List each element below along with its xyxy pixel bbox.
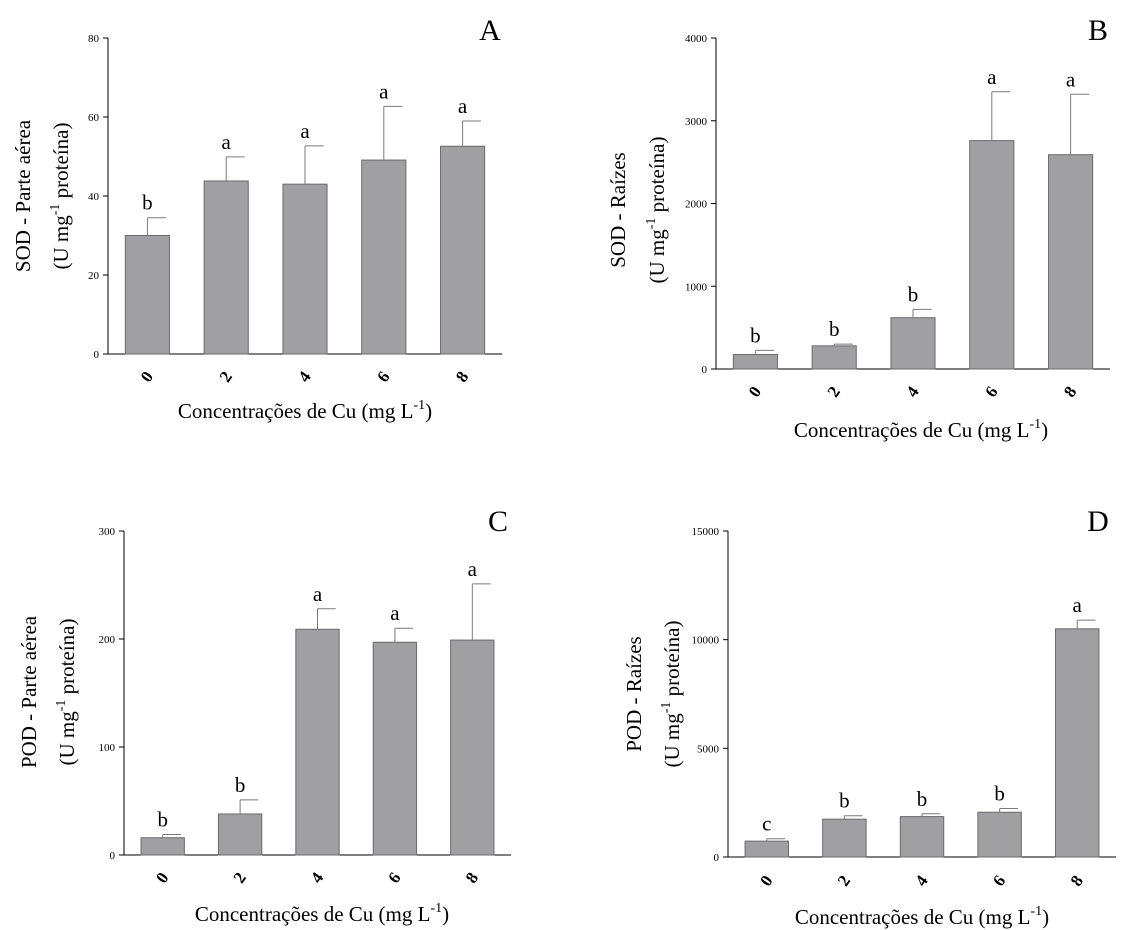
panel-b: B 0 1000 2000 3000 4000 b 0 b 2 b 4 a 6 a 8 Concentraçõe… (606, 14, 1110, 442)
significance-letter: a (379, 79, 389, 103)
x-axis-title: Concentrações de Cu (mg L-1) (795, 904, 1049, 929)
y-axis-title-line1: POD - Parte aérea (17, 615, 41, 768)
y-tick-label: 1000 (685, 281, 708, 293)
category-label: 6 (981, 383, 1001, 401)
panel-a: A 0 20 40 60 80 b 0 a 2 a 4 a 6 a 8 Concentrações de Cu … (11, 14, 502, 423)
category-label: 4 (307, 868, 328, 886)
category-label: 6 (989, 872, 1009, 890)
x-axis-title: Concentrações de Cu (mg L-1) (178, 398, 432, 423)
y-axis-title-line2: (U mg-1 proteína) (48, 123, 73, 270)
bar (890, 317, 936, 370)
category-label: 6 (373, 368, 393, 386)
x-axis-title: Concentrações de Cu (mg L-1) (794, 417, 1048, 442)
bar (899, 816, 945, 858)
significance-letter: a (987, 65, 997, 89)
y-tick-label: 200 (99, 634, 116, 646)
category-label: 0 (745, 383, 765, 401)
bar (1054, 628, 1100, 858)
significance-letter: b (157, 807, 168, 831)
significance-letter: a (313, 582, 323, 606)
y-tick-label: 20 (88, 270, 100, 282)
x-axis-title: Concentrações de Cu (mg L-1) (195, 901, 449, 926)
panel-d: D 0 5000 10000 15000 c 0 b 2 b 4 b 6 a 8 Concentrações … (622, 505, 1116, 929)
y-tick-label: 2000 (685, 199, 708, 211)
category-label: 0 (137, 368, 157, 386)
bar (440, 145, 486, 355)
y-axis-title-line2: (U mg-1 proteína) (659, 621, 684, 768)
y-tick-label: 15000 (692, 526, 720, 538)
bar (977, 811, 1022, 858)
bar (744, 840, 790, 858)
bar (217, 813, 263, 856)
y-tick-label: 80 (88, 33, 100, 45)
y-axis-title-line2: (U mg-1 proteína) (644, 137, 669, 284)
category-label: 2 (824, 383, 844, 401)
bar (282, 183, 328, 355)
bar (969, 140, 1015, 370)
y-tick-label: 0 (94, 349, 100, 361)
y-axis-title-line1: POD - Raízes (622, 636, 646, 751)
panel-letter: B (1088, 14, 1108, 47)
bar (295, 628, 340, 856)
y-tick-label: 100 (99, 742, 116, 754)
bar (361, 159, 407, 355)
significance-letter: c (762, 812, 771, 836)
significance-letter: a (390, 601, 400, 625)
significance-letter: b (750, 323, 761, 347)
category-label: 4 (911, 871, 932, 889)
y-axis-title-line1: SOD - Parte aérea (11, 119, 35, 272)
significance-letter: b (917, 787, 928, 811)
y-axis-title-line1: SOD - Raízes (606, 152, 630, 267)
panel-letter: C (488, 505, 508, 538)
category-label: 0 (152, 869, 172, 887)
category-label: 4 (902, 382, 923, 400)
significance-letter: a (1066, 67, 1076, 91)
bar (811, 345, 857, 370)
significance-letter: a (1073, 593, 1083, 617)
panel-letter: A (479, 14, 501, 47)
significance-letter: b (142, 191, 153, 215)
bar (732, 354, 778, 370)
category-label: 8 (1067, 872, 1087, 890)
y-tick-label: 40 (88, 191, 100, 203)
significance-letter: b (235, 773, 246, 797)
y-tick-label: 5000 (697, 743, 720, 755)
category-label: 6 (384, 869, 404, 887)
significance-letter: a (300, 119, 310, 143)
category-label: 4 (294, 367, 315, 385)
y-tick-label: 300 (99, 526, 116, 538)
significance-letter: b (839, 789, 850, 813)
category-label: 8 (1060, 383, 1080, 401)
category-label: 2 (834, 872, 854, 890)
significance-letter: b (829, 317, 840, 341)
y-tick-label: 0 (110, 850, 116, 862)
bar (372, 641, 418, 856)
bar (203, 180, 249, 355)
bar (1048, 154, 1094, 370)
y-tick-label: 10000 (692, 635, 720, 647)
category-label: 2 (216, 368, 236, 386)
category-label: 0 (756, 872, 776, 890)
panel-letter: D (1087, 505, 1109, 538)
bar (822, 818, 867, 858)
y-tick-label: 0 (714, 852, 720, 864)
panel-c: C 0 100 200 300 b 0 b 2 a 4 a 6 a 8 Concentrações de Cu… (17, 505, 511, 926)
category-label: 2 (229, 869, 249, 887)
y-tick-label: 60 (88, 112, 100, 124)
y-tick-label: 0 (702, 364, 708, 376)
significance-letter: b (994, 782, 1005, 806)
significance-letter: a (468, 557, 478, 581)
significance-letter: a (458, 94, 468, 118)
category-label: 8 (462, 869, 482, 887)
y-axis-title-line2: (U mg-1 proteína) (54, 619, 79, 766)
significance-letter: b (908, 282, 919, 306)
y-tick-label: 3000 (685, 116, 708, 128)
bar (140, 837, 185, 856)
category-label: 8 (452, 368, 472, 386)
significance-letter: a (222, 130, 232, 154)
y-tick-label: 4000 (685, 33, 708, 45)
bar (124, 235, 170, 355)
bar (450, 639, 495, 856)
